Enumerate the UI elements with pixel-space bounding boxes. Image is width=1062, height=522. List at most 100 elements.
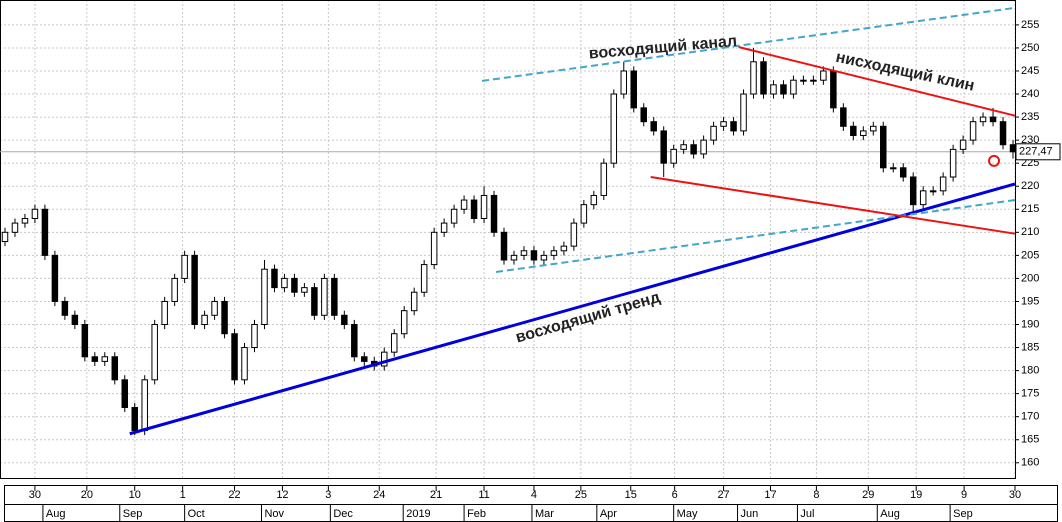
- candle-body: [510, 254, 518, 261]
- x-tick-label: 4: [531, 489, 537, 501]
- candle-body: [221, 300, 228, 335]
- x-tick-label: 19: [910, 489, 922, 501]
- candle-body: [889, 167, 897, 170]
- candle-body: [899, 167, 907, 178]
- candle-body: [111, 356, 119, 381]
- candle-body: [480, 194, 488, 219]
- x-tick-label: 21: [430, 489, 442, 501]
- candle-body: [610, 93, 618, 164]
- y-tick-label: 240: [1021, 88, 1039, 100]
- month-label: 2019: [406, 508, 430, 520]
- candle-body: [760, 61, 767, 95]
- y-tick-label: 250: [1021, 42, 1039, 54]
- candle-body: [51, 254, 59, 302]
- candle-body: [91, 356, 99, 362]
- candle-body: [680, 144, 687, 150]
- x-tick-label: 17: [764, 489, 776, 501]
- x-tick-label: 20: [81, 489, 93, 501]
- candle-body: [470, 199, 478, 219]
- candle-body: [211, 300, 218, 316]
- candle-body: [440, 222, 448, 233]
- y-tick-label: 170: [1021, 411, 1039, 423]
- trend-line: [481, 6, 1016, 82]
- candle-body: [31, 208, 39, 219]
- candle-body: [231, 333, 238, 381]
- candle-body: [181, 254, 188, 279]
- candle-body: [241, 347, 248, 381]
- candle-body: [191, 254, 198, 326]
- x-tick-label: 6: [672, 489, 678, 501]
- candle-body: [580, 204, 588, 224]
- x-tick-label: 27: [717, 489, 729, 501]
- candle-body: [969, 121, 977, 141]
- candle-body: [949, 148, 957, 178]
- month-label: Mar: [535, 508, 554, 520]
- candle-body: [860, 130, 867, 137]
- candle-body: [800, 79, 807, 82]
- candle-body: [740, 93, 747, 132]
- x-tick-label: 8: [813, 489, 819, 501]
- candle-body: [720, 121, 727, 127]
- candle-body: [540, 254, 548, 261]
- y-tick-label: 165: [1021, 434, 1039, 446]
- x-tick-label: 30: [1009, 489, 1021, 501]
- x-tick-label: 30: [29, 489, 41, 501]
- month-label: Apr: [600, 508, 617, 520]
- candle-body: [570, 222, 578, 247]
- candle-body: [251, 324, 258, 349]
- candle-body: [750, 61, 757, 95]
- x-tick-label: 15: [625, 489, 637, 501]
- candle-body: [1009, 144, 1017, 153]
- x-tick-label: 3: [325, 489, 331, 501]
- candle-body: [341, 314, 348, 326]
- candle-body: [331, 277, 338, 316]
- candle-body: [850, 125, 857, 137]
- month-label: May: [677, 508, 698, 520]
- month-label: Jun: [741, 508, 759, 520]
- candle-body: [291, 277, 298, 293]
- candle-body: [61, 300, 69, 316]
- month-label: Aug: [46, 508, 66, 520]
- month-label: Feb: [467, 508, 486, 520]
- y-tick-label: 230: [1021, 134, 1039, 146]
- month-label: Nov: [264, 508, 284, 520]
- candle-body: [460, 199, 468, 210]
- x-tick-label: 24: [373, 489, 385, 501]
- trend-line: [129, 182, 1016, 436]
- candle-body: [959, 139, 967, 150]
- y-tick-label: 205: [1021, 249, 1039, 261]
- candle-body: [390, 333, 398, 353]
- candle-body: [151, 324, 158, 381]
- y-tick-label: 235: [1021, 111, 1039, 123]
- candle-body: [121, 379, 128, 408]
- candle-body: [780, 84, 787, 95]
- candle-body: [690, 144, 697, 155]
- y-tick-label: 215: [1021, 203, 1039, 215]
- candle-body: [131, 406, 138, 432]
- trend-line: [738, 46, 1016, 117]
- candle-body: [600, 162, 608, 196]
- y-tick-label: 210: [1021, 226, 1039, 238]
- candle-body: [810, 79, 817, 82]
- candle-body: [620, 70, 628, 95]
- x-tick-label: 25: [575, 489, 587, 501]
- candle-body: [361, 356, 368, 362]
- candle-body: [700, 139, 707, 155]
- candle-body: [919, 190, 927, 206]
- candle-body: [311, 287, 318, 316]
- candle-body: [41, 208, 49, 256]
- y-tick-label: 220: [1021, 180, 1039, 192]
- candle-body: [281, 277, 288, 289]
- candle-body: [979, 116, 987, 123]
- candle-body: [81, 324, 89, 358]
- x-tick-label: 12: [276, 489, 288, 501]
- month-label: Sep: [953, 508, 973, 520]
- candle-body: [999, 121, 1007, 146]
- y-tick-label: 175: [1021, 388, 1039, 400]
- x-tick-label: 29: [862, 489, 874, 501]
- candle-body: [171, 277, 178, 302]
- month-label: Oct: [188, 508, 205, 520]
- x-tick-label: 9: [961, 489, 967, 501]
- candle-body: [271, 268, 278, 289]
